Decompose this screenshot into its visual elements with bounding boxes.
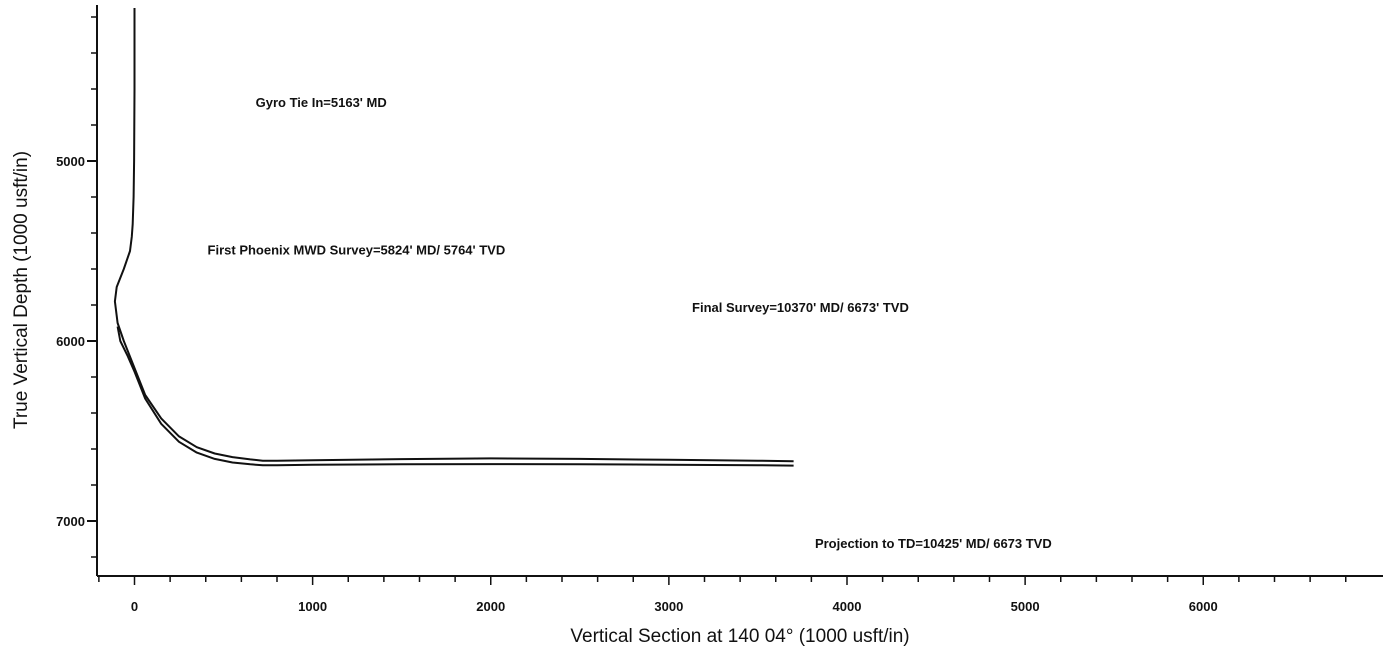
- x-tick-label: 3000: [654, 599, 683, 614]
- series-line-1: [113, 8, 794, 463]
- annotation-2: First Phoenix MWD Survey=5824' MD/ 5764'…: [208, 243, 506, 258]
- x-tick-label: 0: [131, 599, 138, 614]
- y-axis-title: True Vertical Depth (1000 usft/in): [11, 151, 32, 429]
- annotation-1: Gyro Tie In=5163' MD: [256, 95, 387, 110]
- annotations-layer: Gyro Tie In=5163' MD First Phoenix MWD Su…: [208, 95, 1052, 551]
- y-tick-label: 5000: [56, 154, 85, 169]
- annotation-3: Final Survey=10370' MD/ 6673' TVD: [692, 300, 909, 315]
- x-tick-label: 5000: [1011, 599, 1040, 614]
- x-tick-label: 4000: [833, 599, 862, 614]
- series-line-2: [116, 326, 794, 467]
- x-tick-label: 1000: [298, 599, 327, 614]
- series-layer: [113, 8, 794, 467]
- y-tick-label: 7000: [56, 514, 85, 529]
- ticks-layer: 0 1000 2000 3000 4000 5000 6000 5000 6000 7000: [56, 16, 1347, 614]
- x-axis-title: Vertical Section at 140 04° (1000 usft/i…: [570, 626, 909, 647]
- x-tick-label: 6000: [1189, 599, 1218, 614]
- y-tick-label: 6000: [56, 334, 85, 349]
- axes-layer: [96, 5, 1383, 577]
- annotation-4: Projection to TD=10425' MD/ 6673 TVD: [815, 536, 1052, 551]
- x-tick-label: 2000: [476, 599, 505, 614]
